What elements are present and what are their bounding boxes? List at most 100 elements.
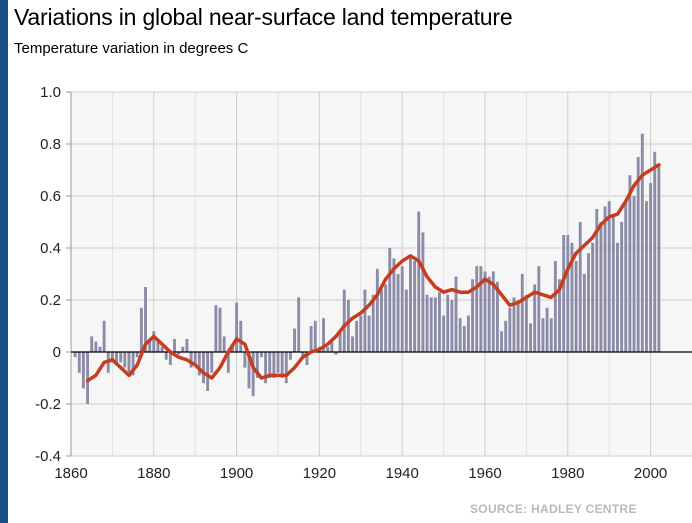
plot-area xyxy=(71,92,692,456)
bar-1863 xyxy=(81,352,85,389)
bar-1873 xyxy=(123,352,127,368)
bar-series xyxy=(73,133,661,404)
bar-1991 xyxy=(611,214,615,352)
bar-1945 xyxy=(421,232,425,352)
bar-1989 xyxy=(603,206,607,352)
bar-1897 xyxy=(222,336,226,352)
bar-1896 xyxy=(218,307,222,352)
bar-1880 xyxy=(152,331,156,352)
bar-1942 xyxy=(409,255,412,352)
x-tick-label: 1980 xyxy=(551,465,584,482)
bar-1938 xyxy=(392,258,396,352)
bar-1924 xyxy=(334,352,338,355)
bar-1922 xyxy=(326,346,330,352)
bar-1947 xyxy=(429,297,433,352)
x-tick-label: 1960 xyxy=(468,465,501,482)
bar-1865 xyxy=(90,336,94,352)
bar-1862 xyxy=(77,352,81,373)
y-tick-label: 0.2 xyxy=(40,292,61,309)
bar-1985 xyxy=(587,253,590,352)
bar-1868 xyxy=(102,320,106,352)
bar-1960 xyxy=(483,271,487,352)
bar-1974 xyxy=(541,318,545,352)
bar-1884 xyxy=(168,352,172,365)
bar-1979 xyxy=(562,235,566,352)
chart-title: Variations in global near-surface land t… xyxy=(14,4,513,30)
bar-1903 xyxy=(247,352,251,389)
y-tick-label: -0.2 xyxy=(35,396,61,413)
bar-1887 xyxy=(181,346,185,352)
bar-1905 xyxy=(255,352,259,378)
bar-1930 xyxy=(359,315,363,352)
temperature-chart: 1.0 0.8 0.6 0.4 0.2 0 -0.2 -0.4 1860 1880 1900 192… xyxy=(35,84,692,482)
bar-1910 xyxy=(276,352,280,373)
bar-1937 xyxy=(388,248,392,352)
bar-1953 xyxy=(454,276,458,352)
bar-1923 xyxy=(330,339,334,352)
x-tick-label: 1900 xyxy=(220,465,253,482)
bar-1929 xyxy=(355,320,359,352)
bar-1912 xyxy=(284,352,288,384)
y-tick-label: -0.4 xyxy=(35,448,61,465)
bar-1879 xyxy=(148,339,152,352)
bar-1977 xyxy=(553,261,557,352)
bar-1902 xyxy=(243,352,247,368)
bar-1954 xyxy=(458,318,462,352)
bar-1995 xyxy=(628,175,632,352)
bar-1975 xyxy=(545,307,549,352)
bar-1992 xyxy=(616,242,619,352)
x-axis-ticks: 1860 1880 1900 1920 1940 1960 1980 2000 xyxy=(54,465,667,482)
bar-1895 xyxy=(214,305,218,352)
y-tick-label: 1.0 xyxy=(40,84,61,101)
bar-1983 xyxy=(578,222,582,352)
x-tick-label: 1940 xyxy=(386,465,419,482)
x-tick-label: 1920 xyxy=(303,465,336,482)
bar-1934 xyxy=(375,268,379,352)
bar-1876 xyxy=(135,352,139,358)
bar-1969 xyxy=(520,274,524,352)
bar-1894 xyxy=(210,352,214,373)
bar-1961 xyxy=(487,276,491,352)
bar-1919 xyxy=(313,320,317,352)
bar-1968 xyxy=(516,300,520,352)
bar-1882 xyxy=(160,346,164,352)
bar-2000 xyxy=(649,183,653,352)
bar-1988 xyxy=(599,222,603,352)
y-tick-label: 0.8 xyxy=(40,136,61,153)
bar-1999 xyxy=(645,201,648,352)
bar-1883 xyxy=(164,352,168,360)
bar-1957 xyxy=(471,279,475,352)
bar-1943 xyxy=(413,261,417,352)
bar-1885 xyxy=(173,339,176,352)
bar-1964 xyxy=(500,331,504,352)
bar-1921 xyxy=(322,318,325,352)
bar-1861 xyxy=(73,352,77,358)
bar-1952 xyxy=(450,300,454,352)
bar-1866 xyxy=(94,341,98,352)
bar-1959 xyxy=(479,266,483,352)
bar-1978 xyxy=(558,279,561,352)
bar-1950 xyxy=(442,315,446,352)
chart-panel: Variations in global near-surface land t… xyxy=(8,0,692,523)
bar-1996 xyxy=(632,196,636,352)
bar-1931 xyxy=(363,289,367,352)
bar-1984 xyxy=(582,274,586,352)
bar-1881 xyxy=(156,339,160,352)
bar-1928 xyxy=(351,336,354,352)
bar-1944 xyxy=(417,211,421,352)
bar-1871 xyxy=(115,352,118,365)
bar-1915 xyxy=(297,297,301,352)
bar-1878 xyxy=(144,287,147,352)
bar-1982 xyxy=(574,261,578,352)
bar-1958 xyxy=(475,266,479,352)
bar-1892 xyxy=(202,352,205,384)
smoothed-line-series xyxy=(85,163,661,383)
bar-1870 xyxy=(110,352,114,363)
bar-1987 xyxy=(595,209,599,352)
x-tick-label: 1860 xyxy=(54,465,87,482)
bar-1909 xyxy=(272,352,276,378)
bar-1899 xyxy=(231,346,234,352)
bar-1971 xyxy=(529,323,532,352)
bar-1867 xyxy=(98,346,102,352)
y-tick-label: 0.6 xyxy=(40,188,61,205)
